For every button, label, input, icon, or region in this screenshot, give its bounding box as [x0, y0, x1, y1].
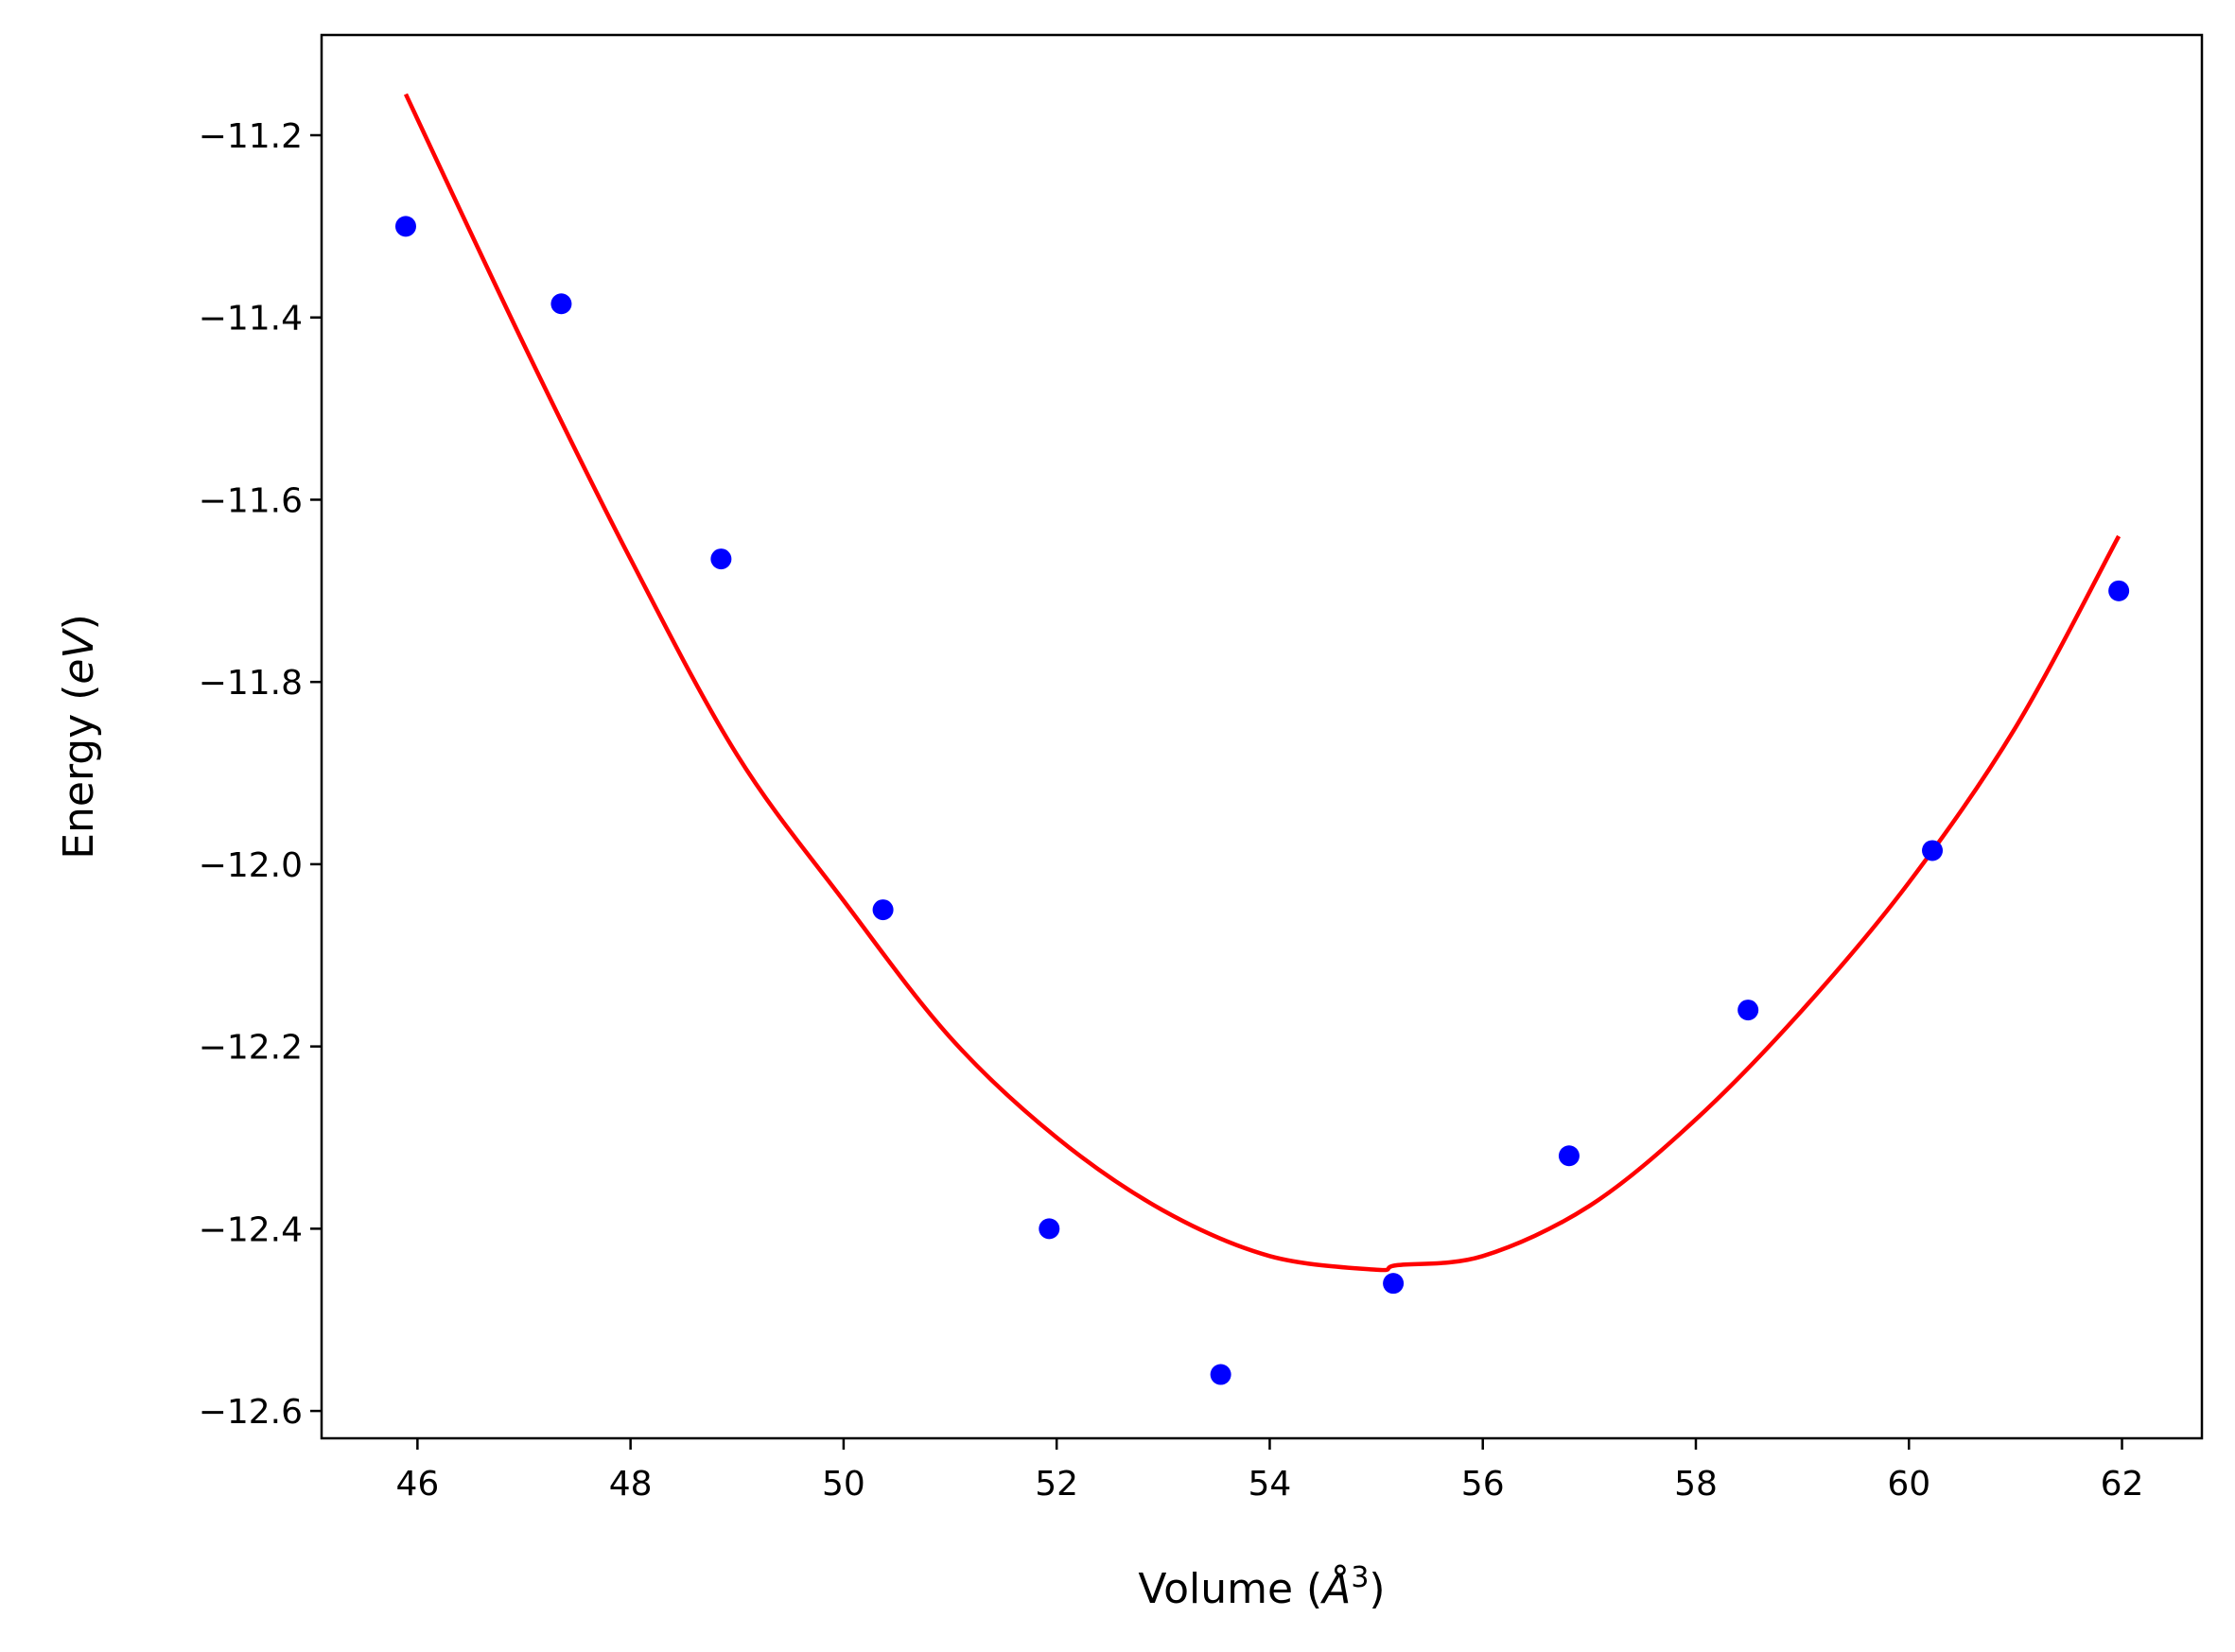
x-tick-label: 46	[395, 1465, 439, 1504]
x-tick-label: 60	[1887, 1465, 1930, 1504]
y-tick-label: −11.2	[199, 117, 303, 156]
x-tick-label: 48	[609, 1465, 653, 1504]
x-tick-label: 54	[1248, 1465, 1292, 1504]
data-point	[1737, 1000, 1759, 1021]
y-tick-label: −11.4	[199, 300, 303, 339]
data-point	[1210, 1364, 1231, 1385]
y-axis-ticks: −11.2 −11.4 −11.6 −11.8 −12.0 −12.2 −12.4 −12.6	[199, 117, 322, 1432]
data-point	[872, 899, 894, 921]
x-tick-label: 50	[822, 1465, 865, 1504]
plot-area-frame	[320, 33, 2204, 1440]
x-tick-label: 52	[1035, 1465, 1078, 1504]
x-tick-label: 62	[2101, 1465, 2144, 1504]
data-point	[1558, 1145, 1580, 1167]
x-tick-label: 56	[1461, 1465, 1505, 1504]
series-layer	[394, 93, 2130, 1385]
x-axis-ticks: 46 48 50 52 54 56 58 60 62	[395, 1438, 2143, 1504]
data-point	[1383, 1273, 1405, 1295]
y-tick-label: −11.6	[199, 481, 303, 520]
x-axis-label: Volume (Å3)	[1138, 1561, 1385, 1614]
data-point	[1039, 1218, 1060, 1240]
y-axis-label: Energy (eV)	[55, 614, 103, 860]
x-tick-label: 58	[1674, 1465, 1718, 1504]
y-tick-label: −12.2	[199, 1029, 303, 1068]
data-point	[394, 216, 416, 237]
y-tick-label: −11.8	[199, 664, 303, 703]
data-point	[710, 548, 732, 570]
data-point	[2108, 580, 2130, 601]
fit-curve	[403, 93, 2122, 1273]
y-tick-label: −12.4	[199, 1210, 303, 1249]
y-tick-label: −12.0	[199, 846, 303, 885]
data-point	[1922, 840, 1944, 861]
y-tick-label: −12.6	[199, 1393, 303, 1432]
data-point	[550, 293, 572, 315]
